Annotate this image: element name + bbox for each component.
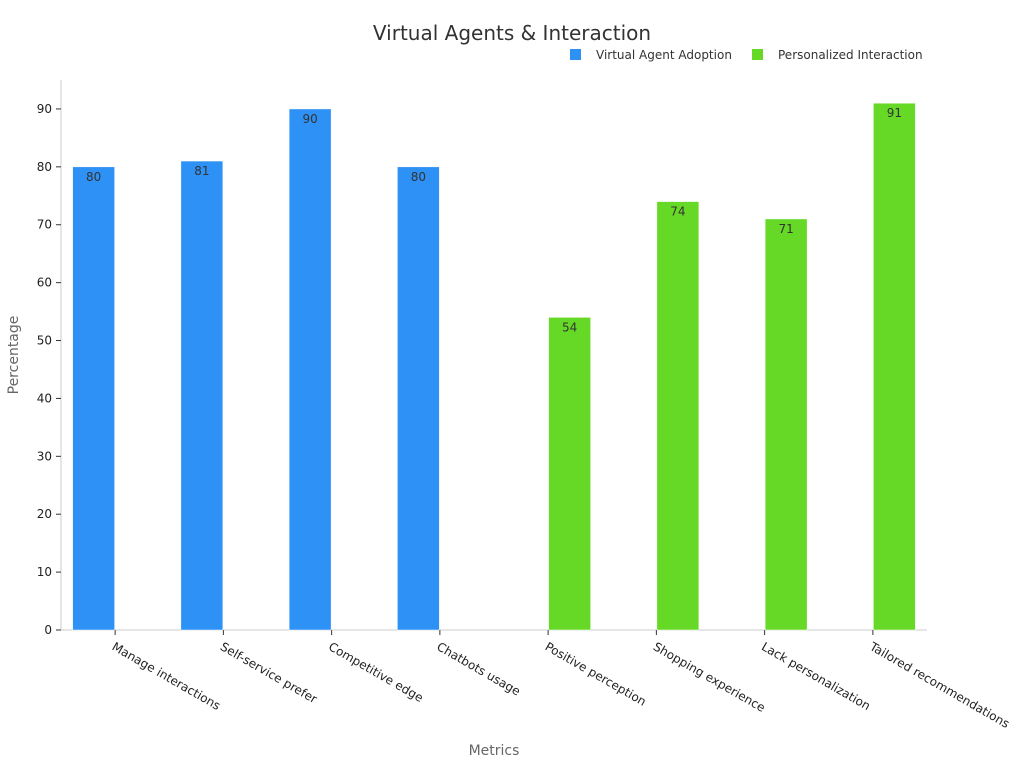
bar-value-label: 91 [887,106,902,120]
x-axis-title: Metrics [469,743,520,759]
y-tick-label: 40 [37,391,52,405]
bar [873,102,916,631]
bar-value-label: 81 [194,164,209,178]
legend-swatch-virtual-agent-adoption [570,49,581,60]
y-tick-label: 0 [44,623,52,637]
bar [288,108,332,631]
bar [656,201,700,631]
bar [180,160,224,631]
bar [397,166,440,631]
x-tick-label: Lack personalization [759,639,873,713]
y-tick-label: 30 [37,449,52,463]
legend: Virtual Agent Adoption Personalized Inte… [570,48,923,62]
x-tick-label: Self-service prefer [218,639,320,706]
bar-value-label: 71 [778,222,793,236]
bar-value-label: 80 [86,170,101,184]
bar-value-label: 90 [302,112,317,126]
bar-value-label: 54 [562,320,577,334]
bar [72,166,115,631]
bar [548,317,591,631]
x-tick-label: Positive perception [543,639,649,708]
x-tick-label: Tailored recommendations [867,639,1012,731]
y-tick-label: 10 [37,565,52,579]
y-tick-label: 80 [37,160,52,174]
y-axis: 0 10 20 30 40 50 60 70 80 90 [37,80,62,637]
x-tick-label: Manage interactions [110,639,223,712]
y-tick-label: 90 [37,102,52,116]
y-tick-label: 60 [37,276,52,290]
x-tick-label: Competitive edge [326,639,425,705]
y-tick-label: 20 [37,507,52,521]
legend-swatch-personalized-interaction [752,49,763,60]
y-axis-title: Percentage [6,316,22,395]
bar-value-label: 74 [670,205,685,219]
legend-label-personalized-interaction: Personalized Interaction [778,48,923,62]
legend-label-virtual-agent-adoption: Virtual Agent Adoption [596,48,732,62]
bar-value-label: 80 [411,170,426,184]
y-tick-label: 50 [37,334,52,348]
chart-title: Virtual Agents & Interaction [373,21,651,45]
x-tick-label: Shopping experience [651,639,768,714]
bars: 80 81 90 80 54 74 71 91 [72,102,916,631]
y-tick-label: 70 [37,218,52,232]
bar [764,218,808,631]
x-tick-label: Chatbots usage [434,639,522,698]
